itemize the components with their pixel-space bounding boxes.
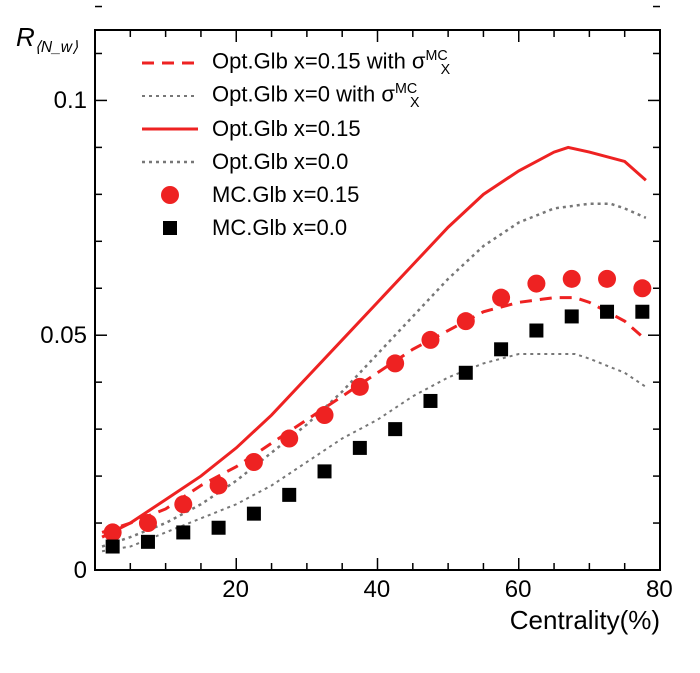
marker-mcglb_015 xyxy=(316,406,334,424)
legend-swatch-optglb_0 xyxy=(140,147,200,177)
y-tick-label: 0.05 xyxy=(40,322,87,350)
x-tick-label: 40 xyxy=(364,576,391,604)
marker-mcglb_015 xyxy=(174,495,192,513)
chart-container: R⟨N_w⟩ Centrality(%) Opt.Glb x=0.15 with… xyxy=(0,0,700,673)
marker-mcglb_015 xyxy=(386,354,404,372)
legend-text-mcglb_015: MC.Glb x=0.15 xyxy=(212,180,359,211)
marker-mcglb_0 xyxy=(529,324,543,338)
y-axis-label-main: R xyxy=(16,22,35,52)
legend-row-optglb_0: Opt.Glb x=0.0 xyxy=(140,147,450,177)
legend-row-optglb_sigma_0: Opt.Glb x=0 with σMCX xyxy=(140,81,450,111)
legend-swatch-optglb_sigma_0 xyxy=(140,81,200,111)
marker-mcglb_0 xyxy=(176,525,190,539)
marker-mcglb_015 xyxy=(280,430,298,448)
marker-mcglb_0 xyxy=(494,342,508,356)
marker-mcglb_015 xyxy=(563,270,581,288)
marker-mcglb_0 xyxy=(459,366,473,380)
legend-row-mcglb_0: MC.Glb x=0.0 xyxy=(140,213,450,243)
marker-mcglb_015 xyxy=(633,279,651,297)
marker-mcglb_0 xyxy=(565,309,579,323)
y-tick-label: 0 xyxy=(74,557,87,585)
marker-mcglb_0 xyxy=(318,464,332,478)
marker-mcglb_0 xyxy=(247,507,261,521)
marker-mcglb_015 xyxy=(421,331,439,349)
legend-text-optglb_sigma_015: Opt.Glb x=0.15 with σMCX xyxy=(212,46,450,80)
y-tick-label: 0.1 xyxy=(54,87,87,115)
marker-mcglb_015 xyxy=(245,453,263,471)
x-tick-label: 60 xyxy=(505,576,532,604)
legend-row-optglb_015: Opt.Glb x=0.15 xyxy=(140,114,450,144)
marker-mcglb_0 xyxy=(212,521,226,535)
marker-mcglb_015 xyxy=(139,514,157,532)
marker-mcglb_0 xyxy=(282,488,296,502)
legend-swatch-optglb_015 xyxy=(140,114,200,144)
marker-mcglb_0 xyxy=(106,540,120,554)
legend-row-optglb_sigma_015: Opt.Glb x=0.15 with σMCX xyxy=(140,48,450,78)
legend: Opt.Glb x=0.15 with σMCXOpt.Glb x=0 with… xyxy=(140,48,450,246)
x-axis-label: Centrality(%) xyxy=(510,605,660,636)
marker-mcglb_0 xyxy=(388,422,402,436)
marker-mcglb_015 xyxy=(457,312,475,330)
legend-text-optglb_sigma_0: Opt.Glb x=0 with σMCX xyxy=(212,79,420,113)
marker-mcglb_015 xyxy=(492,289,510,307)
legend-swatch-mcglb_0 xyxy=(140,213,200,243)
x-tick-label: 20 xyxy=(222,576,249,604)
legend-row-mcglb_015: MC.Glb x=0.15 xyxy=(140,180,450,210)
y-axis-label-sub: ⟨N_w⟩ xyxy=(35,39,78,56)
legend-swatch-optglb_sigma_015 xyxy=(140,48,200,78)
series-optglb_0 xyxy=(102,204,646,547)
marker-mcglb_015 xyxy=(527,275,545,293)
marker-mcglb_0 xyxy=(141,535,155,549)
x-axis-label-text: Centrality(%) xyxy=(510,605,660,635)
marker-mcglb_015 xyxy=(104,523,122,541)
legend-text-optglb_0: Opt.Glb x=0.0 xyxy=(212,147,348,178)
marker-mcglb_0 xyxy=(353,441,367,455)
x-tick-label: 80 xyxy=(646,576,673,604)
marker-mcglb_015 xyxy=(351,378,369,396)
marker-mcglb_0 xyxy=(635,305,649,319)
legend-text-mcglb_0: MC.Glb x=0.0 xyxy=(212,213,347,244)
marker-mcglb_015 xyxy=(210,476,228,494)
y-axis-label: R⟨N_w⟩ xyxy=(16,22,78,57)
legend-swatch-mcglb_015 xyxy=(140,180,200,210)
series-optglb_sigma_0 xyxy=(102,354,646,551)
marker-mcglb_0 xyxy=(423,394,437,408)
legend-text-optglb_015: Opt.Glb x=0.15 xyxy=(212,114,361,145)
marker-mcglb_0 xyxy=(600,305,614,319)
marker-mcglb_015 xyxy=(598,270,616,288)
